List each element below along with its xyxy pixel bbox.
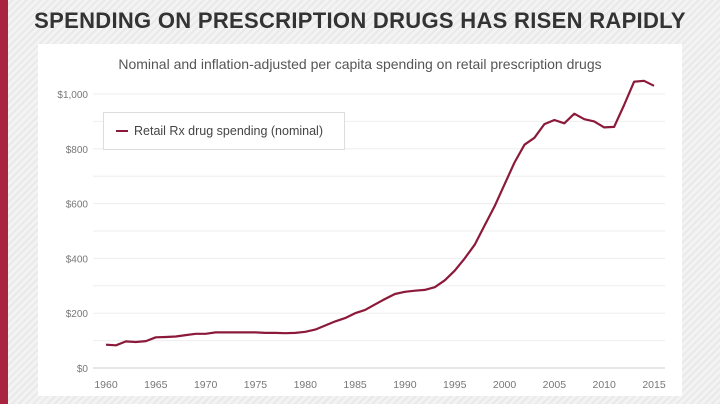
page-title: SPENDING ON PRESCRIPTION DRUGS HAS RISEN… bbox=[34, 8, 686, 33]
x-tick-label: 2010 bbox=[593, 379, 617, 391]
x-tick-label: 1970 bbox=[194, 379, 218, 391]
y-tick-label: $0 bbox=[77, 364, 89, 375]
x-tick-label: 1985 bbox=[343, 379, 367, 391]
chart-title: Nominal and inflation-adjusted per capit… bbox=[118, 56, 602, 72]
legend-label: Retail Rx drug spending (nominal) bbox=[134, 124, 323, 138]
chart-panel bbox=[38, 44, 682, 396]
legend-swatch bbox=[116, 130, 128, 132]
y-tick-label: $600 bbox=[66, 200, 89, 211]
legend: Retail Rx drug spending (nominal) bbox=[103, 112, 345, 150]
series-line bbox=[105, 79, 655, 347]
x-tick-label: 1995 bbox=[443, 379, 467, 391]
x-tick-label: 1965 bbox=[144, 379, 168, 391]
x-tick-label: 2005 bbox=[543, 379, 567, 391]
y-tick-label: $200 bbox=[66, 309, 89, 320]
y-tick-label: $800 bbox=[66, 145, 89, 156]
x-tick-label: 2015 bbox=[642, 379, 666, 391]
x-tick-label: 1980 bbox=[294, 379, 318, 391]
x-tick-label: 2000 bbox=[493, 379, 517, 391]
y-tick-label: $400 bbox=[66, 254, 89, 265]
x-tick-label: 1990 bbox=[393, 379, 417, 391]
y-tick-label: $1,000 bbox=[57, 90, 88, 101]
accent-bar bbox=[0, 0, 8, 404]
x-tick-label: 1975 bbox=[244, 379, 268, 391]
x-tick-label: 1960 bbox=[94, 379, 118, 391]
